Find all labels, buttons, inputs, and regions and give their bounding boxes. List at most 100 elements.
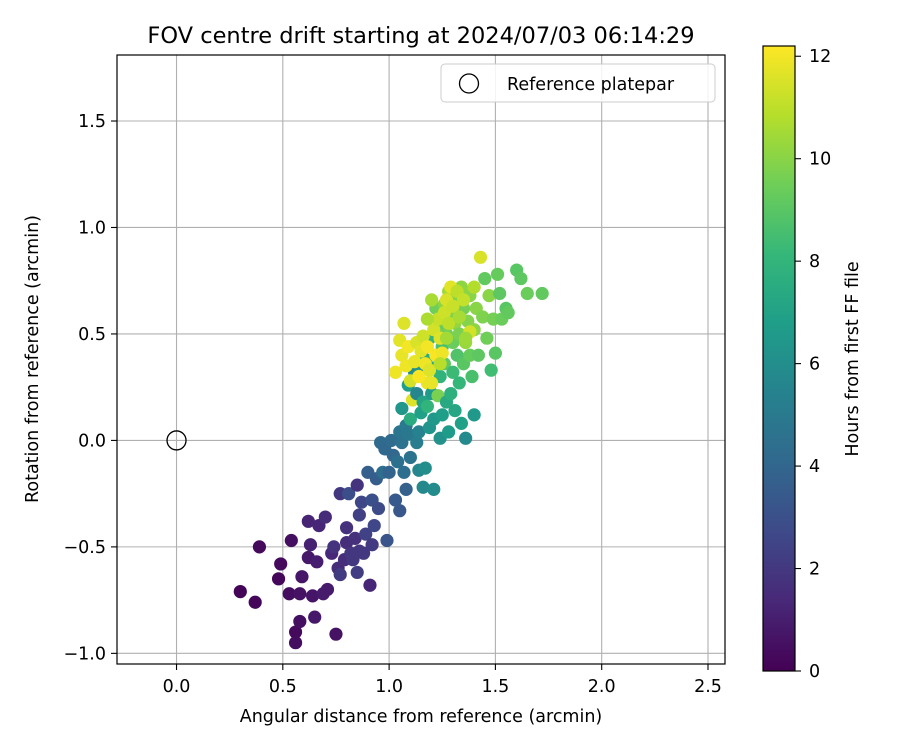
scatter-point xyxy=(439,331,454,345)
scatter-point xyxy=(393,504,407,518)
scatter-point xyxy=(354,495,369,509)
scatter-point xyxy=(357,546,371,560)
colorbar-label: Hours from first FF file xyxy=(843,261,863,456)
scatter-point xyxy=(327,540,341,554)
scatter-point xyxy=(342,487,356,501)
colorbar-tick-label: 12 xyxy=(809,47,831,67)
scatter-point xyxy=(454,416,468,430)
scatter-point xyxy=(420,312,434,326)
scatter-point xyxy=(371,501,386,516)
scatter-point xyxy=(382,465,396,479)
scatter-point xyxy=(427,482,441,496)
scatter-point xyxy=(484,363,498,377)
scatter-point xyxy=(473,250,488,264)
scatter-point xyxy=(282,587,296,601)
scatter-point xyxy=(535,286,549,301)
scatter-point xyxy=(301,514,315,528)
scatter-point xyxy=(348,531,362,545)
scatter-point xyxy=(271,572,286,586)
scatter-point xyxy=(350,478,364,492)
scatter-point xyxy=(248,595,262,609)
scatter-point xyxy=(410,435,424,450)
scatter-point xyxy=(452,310,466,324)
scatter-point xyxy=(320,582,335,597)
scatter-point xyxy=(420,340,434,354)
scatter-point xyxy=(501,306,515,320)
scatter-point xyxy=(359,527,373,541)
scatter-point xyxy=(288,636,303,650)
scatter-point xyxy=(333,567,347,582)
scatter-point xyxy=(412,425,426,439)
scatter-point xyxy=(252,540,267,554)
scatter-point xyxy=(308,610,322,624)
scatter-point xyxy=(422,363,437,377)
scatter-point xyxy=(303,538,318,552)
scatter-point xyxy=(408,355,422,369)
colorbar-ticks: 0 2 4 6 8 10 12 xyxy=(795,47,831,682)
scatter-point xyxy=(339,521,354,535)
scatter-point xyxy=(391,455,405,469)
scatter-point xyxy=(482,289,496,303)
legend-reference-marker xyxy=(458,73,480,94)
scatter-point xyxy=(425,293,439,307)
scatter-point xyxy=(384,433,398,448)
x-tick-label: 1.0 xyxy=(375,677,403,697)
x-axis-ticks: 0.0 0.5 1.0 1.5 2.0 2.5 xyxy=(163,664,722,697)
x-tick-label: 1.5 xyxy=(481,677,509,697)
scatter-point xyxy=(446,299,460,313)
legend: Reference platepar xyxy=(440,63,716,103)
y-tick-label: −0.5 xyxy=(64,538,107,558)
scatter-point xyxy=(456,293,471,307)
scatter-point xyxy=(444,386,458,401)
colorbar-tick-label: 2 xyxy=(809,560,820,580)
scatter-point xyxy=(388,365,403,379)
scatter-point xyxy=(446,365,460,379)
colorbar xyxy=(762,45,796,672)
scatter-point xyxy=(488,346,503,360)
scatter-point xyxy=(465,369,479,384)
y-axis-label: Rotation from reference (arcmin) xyxy=(23,215,43,503)
scatter-point xyxy=(310,555,324,569)
colorbar-tick-label: 4 xyxy=(809,457,820,477)
scatter-point xyxy=(318,510,332,524)
scatter-point xyxy=(433,357,447,371)
scatter-point xyxy=(493,286,507,301)
scatter-point xyxy=(397,465,411,479)
y-tick-label: 1.5 xyxy=(78,112,106,132)
y-axis-ticks: −1.0 −0.5 0.0 0.5 1.0 1.5 xyxy=(64,112,117,664)
scatter-point xyxy=(476,310,490,324)
chart-title: FOV centre drift starting at 2024/07/03 … xyxy=(147,23,694,49)
scatter-point xyxy=(388,493,403,507)
y-tick-label: −1.0 xyxy=(64,644,107,664)
colorbar-tick-label: 10 xyxy=(809,150,831,170)
scatter-point xyxy=(397,316,411,330)
scatter-point xyxy=(416,480,430,494)
scatter-point xyxy=(380,533,394,548)
scatter-point xyxy=(520,286,534,301)
scatter-point xyxy=(305,589,320,603)
scatter-points xyxy=(233,250,549,650)
scatter-point xyxy=(467,280,481,294)
scatter-point xyxy=(350,565,364,580)
scatter-point xyxy=(293,614,307,629)
scatter-point xyxy=(352,508,366,522)
scatter-point xyxy=(416,329,430,343)
scatter-point xyxy=(403,412,417,426)
scatter-point xyxy=(442,316,456,330)
scatter-point xyxy=(395,401,409,416)
scatter-point xyxy=(233,585,247,599)
scatter-point xyxy=(329,627,343,641)
scatter-point xyxy=(490,267,505,281)
scatter-point xyxy=(412,369,426,384)
reference-marker-group xyxy=(166,430,187,451)
legend-entry-reference: Reference platepar xyxy=(507,75,675,95)
scatter-point xyxy=(425,376,439,390)
scatter-point xyxy=(514,271,528,286)
x-tick-label: 2.0 xyxy=(588,677,616,697)
scatter-point xyxy=(363,578,377,592)
x-axis-label: Angular distance from reference (arcmin) xyxy=(240,707,603,727)
scatter-point xyxy=(293,587,307,601)
scatter-point xyxy=(365,538,379,552)
scatter-point xyxy=(480,331,494,345)
